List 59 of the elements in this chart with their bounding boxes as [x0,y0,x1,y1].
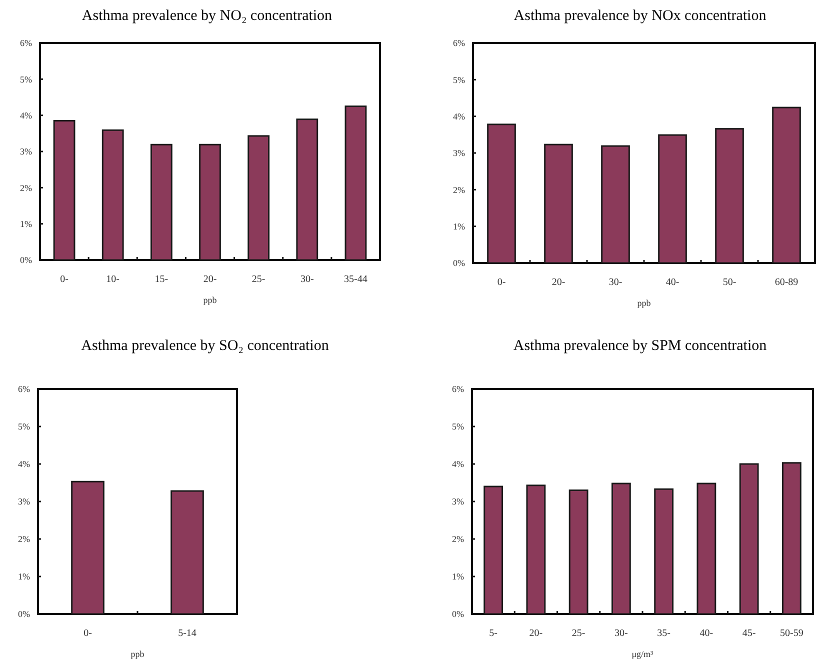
x-tick-label: 30- [614,628,628,639]
x-tick-label: 40- [666,277,680,288]
y-tick-label: 3% [452,496,464,507]
y-tick-label: 0% [18,609,30,620]
y-tick-label: 5% [453,74,466,85]
y-tick-label: 2% [20,182,32,193]
y-tick-label: 6% [18,384,30,394]
x-tick-label: 25- [572,628,586,639]
x-axis-title: μg/m³ [632,649,654,659]
y-tick-label: 1% [20,218,32,229]
x-tick-label: 20- [552,277,566,288]
x-tick-label: 30- [300,274,314,285]
y-tick-label: 5% [20,74,32,84]
x-tick-label: 15- [154,274,168,285]
y-tick-label: 2% [18,534,30,544]
y-tick-label: 0% [453,258,466,268]
y-tick-label: 4% [18,459,30,470]
y-tick-label: 4% [453,111,466,122]
x-axis-title: ppb [637,298,652,308]
x-tick-label: 40- [700,628,714,639]
x-axis-title: ppb [130,649,145,659]
x-tick-label: 35-44 [344,274,368,285]
y-tick-label: 3% [18,496,30,507]
x-tick-label: 50- [722,277,736,288]
y-tick-label: 4% [452,459,464,470]
x-axis-title: ppb [203,295,218,305]
y-tick-label: 6% [453,38,466,48]
y-tick-label: 1% [452,572,464,582]
x-tick-label: 0- [60,274,68,285]
x-tick-label: 20- [203,274,217,285]
x-tick-label: 0- [84,628,92,639]
x-tick-label: 10- [106,274,120,285]
chart-title: Asthma prevalence by SO₂ concentration [81,338,330,354]
x-tick-label: 35- [657,628,670,639]
y-tick-label: 6% [20,38,32,48]
x-tick-label: 60-89 [774,277,798,288]
x-tick-label: 5- [489,628,498,639]
chart-title: Asthma prevalence by NO₂ concentration [82,8,333,24]
x-tick-label: 20- [529,628,543,639]
y-tick-label: 3% [20,146,32,157]
y-tick-label: 2% [452,534,464,544]
x-tick-label: 45- [742,628,756,639]
y-tick-label: 5% [18,422,30,432]
y-tick-label: 2% [453,184,466,195]
y-tick-label: 4% [20,110,32,120]
chart-title: Asthma prevalence by SPM concentration [513,338,768,354]
chart-title: Asthma prevalence by NOx concentration [514,8,767,24]
y-tick-label: 0% [452,609,464,620]
y-tick-label: 5% [452,422,464,432]
x-tick-label: 30- [608,277,622,288]
x-tick-label: 50-59 [780,628,804,639]
y-tick-label: 1% [18,572,30,582]
y-tick-label: 3% [453,148,466,158]
x-tick-label: 5-14 [178,628,196,639]
y-tick-label: 6% [452,384,464,394]
x-tick-label: 25- [252,274,266,285]
x-tick-label: 0- [497,277,506,288]
y-tick-label: 1% [453,221,466,232]
y-tick-label: 0% [20,255,32,266]
